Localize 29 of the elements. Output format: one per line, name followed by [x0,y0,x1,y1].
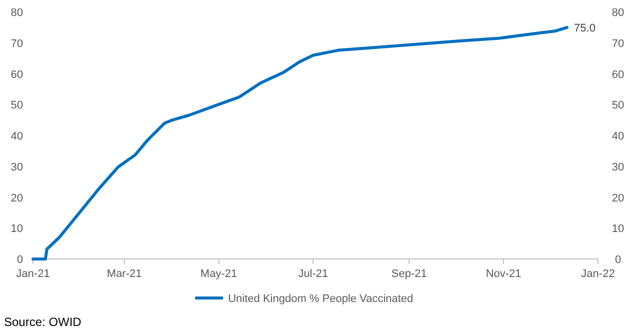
data-label: 75.0 [574,22,596,34]
x-tick-label: Jan-21 [16,268,50,280]
y-tick-label: 50 [10,100,23,112]
y-tick-label: 20 [10,192,23,204]
y-tick-label: 30 [10,161,23,174]
y2-tick-label: 80 [612,7,624,19]
y2-tick-label: 40 [612,130,624,142]
y-tick-label: 40 [10,130,23,142]
source-note: Source: OWID [4,315,82,329]
y2-tick-label: 60 [612,68,624,81]
x-tick-label: Mar-21 [106,268,142,280]
y2-tick-label: 20 [612,192,624,204]
y-tick-label: 0 [16,254,23,266]
x-tick-label: Sep-21 [391,268,427,280]
y2-tick-label: 0 [614,254,622,266]
line-series [32,26,569,260]
y2-tick-label: 70 [612,38,624,50]
x-tick-label: Nov-21 [486,268,522,280]
y2-tick-label: 30 [612,161,624,174]
y2-tick-label: 10 [612,223,624,236]
x-tick-label: May-21 [200,268,238,280]
y-tick-label: 60 [10,68,23,81]
x-tick-label: Jul-21 [298,268,328,280]
y-tick-label: 10 [10,223,23,236]
y-tick-label: 70 [10,38,23,50]
y2-tick-label: 50 [612,100,624,112]
legend-label: United Kingdom % People Vaccinated [228,293,414,305]
y-tick-label: 80 [10,7,23,19]
x-tick-label: Jan-22 [581,268,615,280]
